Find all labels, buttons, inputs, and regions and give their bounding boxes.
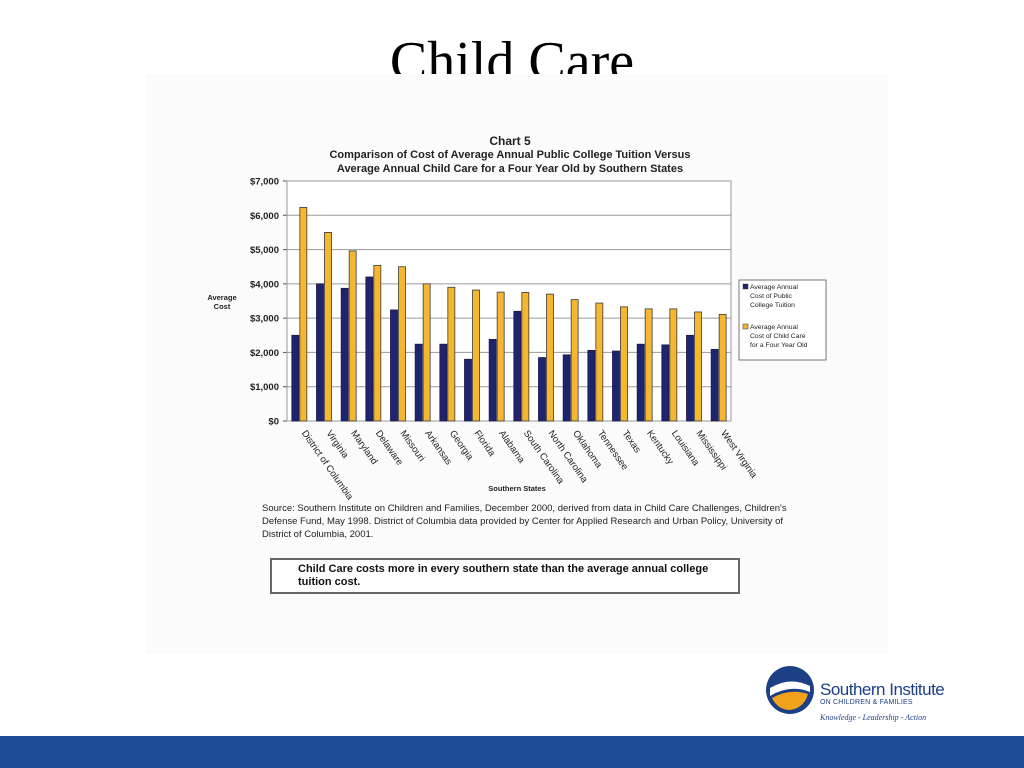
- legend-label: Cost of Public: [750, 293, 793, 300]
- callout-text: Child Care costs more in every southern …: [298, 563, 709, 588]
- bar-college-tuition: [365, 276, 374, 422]
- y-tick-label: $5,000: [250, 245, 279, 256]
- y-axis-label: Cost: [214, 302, 231, 311]
- bar-child-care: [644, 308, 653, 422]
- legend-label: for a Four Year Old: [750, 342, 808, 349]
- bar-child-care: [472, 289, 480, 422]
- bar-child-care: [348, 250, 357, 422]
- logo-subtitle: ON CHILDREN & FAMILIES: [820, 699, 913, 706]
- bar-college-tuition: [439, 343, 448, 422]
- y-tick-label: $1,000: [250, 382, 279, 393]
- plot-area: [287, 181, 731, 421]
- bar-college-tuition: [636, 343, 645, 422]
- y-tick-label: $4,000: [250, 279, 279, 290]
- bar-college-tuition: [686, 334, 694, 422]
- southern-institute-logo: Southern Institute ON CHILDREN & FAMILIE…: [764, 656, 984, 726]
- bar-college-tuition: [316, 283, 324, 422]
- bar-college-tuition: [291, 334, 300, 422]
- y-tick-label: $2,000: [250, 348, 279, 359]
- bar-child-care: [669, 308, 678, 422]
- bar-child-care: [373, 264, 382, 422]
- bar-college-tuition: [488, 338, 497, 422]
- x-axis-label: Southern States: [488, 484, 546, 493]
- x-tick-label: Florida: [472, 428, 498, 459]
- chart-title-line-1: Comparison of Cost of Average Annual Pub…: [329, 149, 691, 161]
- logo-mark-icon: [766, 666, 814, 714]
- legend-label: Average Annual: [750, 324, 798, 331]
- y-tick-label: $0: [268, 417, 279, 428]
- plot-border: [286, 180, 732, 422]
- legend-swatch: [742, 283, 749, 290]
- bar-child-care: [496, 291, 505, 422]
- chart-title-line-2: Average Annual Child Care for a Four Yea…: [336, 163, 684, 175]
- bar-college-tuition: [340, 287, 349, 422]
- legend-label: Cost of Child Care: [750, 333, 806, 340]
- source-citation: Source: Southern Institute on Children a…: [262, 503, 787, 540]
- legend-label: College Tuition: [750, 302, 795, 309]
- bar-child-care: [718, 313, 727, 422]
- bar-child-care: [521, 292, 530, 422]
- bar-child-care: [694, 311, 702, 422]
- bar-college-tuition: [661, 344, 670, 422]
- y-tick-label: $3,000: [250, 314, 279, 325]
- logo-tagline: Knowledge - Leadership - Action: [820, 713, 927, 722]
- logo-name: Southern Institute: [820, 680, 945, 699]
- bar-child-care: [570, 299, 579, 422]
- bar-college-tuition: [464, 358, 472, 422]
- bar-child-care: [398, 266, 406, 422]
- y-axis-label: Average: [207, 293, 236, 302]
- bar-college-tuition: [390, 309, 398, 422]
- bar-college-tuition: [710, 348, 719, 422]
- bar-college-tuition: [612, 350, 620, 422]
- bar-child-care: [299, 206, 308, 422]
- bar-college-tuition: [513, 310, 522, 422]
- bar-child-care: [447, 286, 456, 422]
- chart-number: Chart 5: [489, 134, 531, 148]
- bar-child-care: [620, 306, 628, 422]
- y-tick-label: $6,000: [250, 211, 279, 222]
- legend-label: Average Annual: [750, 284, 798, 291]
- bar-college-tuition: [414, 343, 423, 422]
- bar-college-tuition: [562, 354, 571, 422]
- legend-swatch: [742, 323, 749, 330]
- x-tick-label: Texas: [620, 428, 643, 455]
- y-tick-label: $7,000: [250, 177, 279, 188]
- bar-college-tuition: [587, 349, 596, 422]
- callout-box: Child Care costs more in every southern …: [270, 558, 740, 594]
- bar-child-care: [324, 232, 332, 422]
- bar-child-care: [595, 302, 604, 422]
- bar-child-care: [546, 293, 554, 422]
- bar-college-tuition: [538, 357, 546, 422]
- x-tick-label: West Virginia: [718, 428, 759, 480]
- footer-bar: [0, 736, 1024, 768]
- bar-child-care: [422, 283, 431, 422]
- legend: [738, 279, 827, 361]
